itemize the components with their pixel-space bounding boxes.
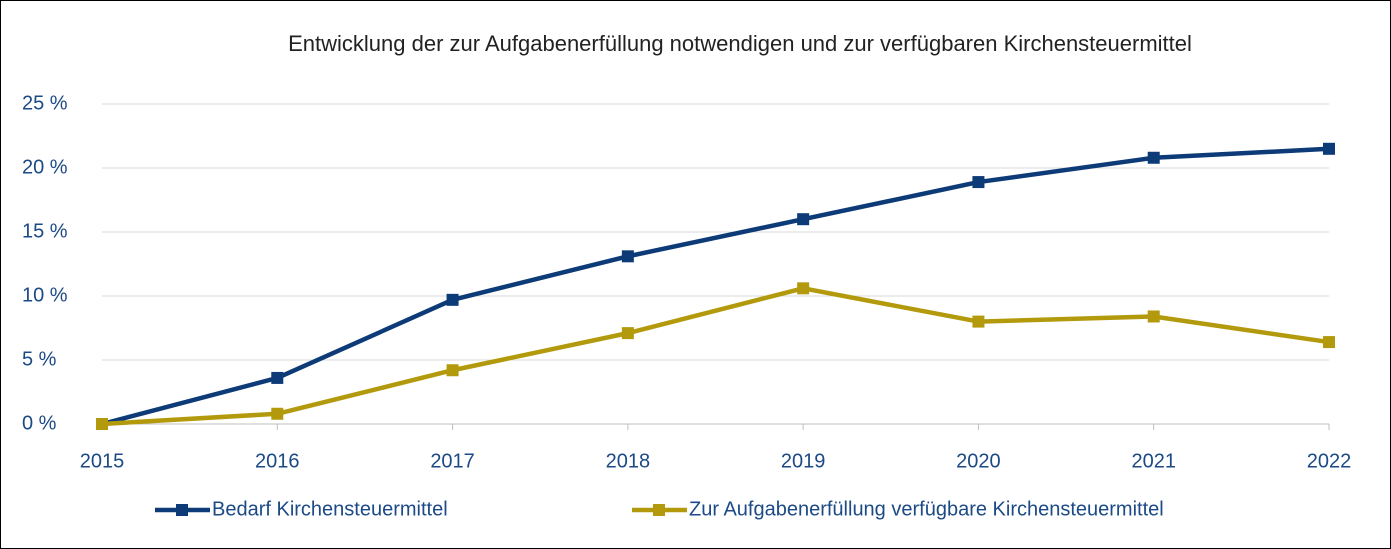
series-marker — [797, 213, 810, 226]
series-marker — [271, 371, 284, 384]
x-tick-label: 2017 — [430, 450, 475, 472]
y-tick-label: 15 % — [22, 220, 68, 242]
series-marker — [621, 250, 634, 263]
series-marker — [1323, 142, 1335, 155]
x-tick-label: 2018 — [606, 450, 651, 472]
y-tick-label: 20 % — [22, 156, 68, 178]
legend-label: Zur Aufgabenerfüllung verfügbare Kirchen… — [689, 498, 1164, 520]
legend-marker — [653, 504, 665, 516]
series-marker — [446, 293, 459, 306]
series-marker — [96, 418, 108, 430]
y-tick-label: 25 % — [22, 92, 68, 114]
legend-marker — [176, 504, 188, 516]
series-line — [101, 146, 1330, 427]
y-tick-label: 5 % — [22, 348, 57, 370]
series-line — [101, 286, 1330, 427]
series-marker — [972, 315, 985, 328]
x-tick-label: 2020 — [956, 450, 1001, 472]
series-marker — [271, 407, 284, 420]
legend-label: Bedarf Kirchensteuermittel — [212, 498, 448, 520]
y-tick-label: 10 % — [22, 284, 68, 306]
chart-title: Entwicklung der zur Aufgabenerfüllung no… — [288, 31, 1192, 56]
series-marker — [446, 364, 459, 377]
x-tick-label: 2016 — [255, 450, 300, 472]
series-marker — [1147, 151, 1160, 164]
series-marker — [621, 327, 634, 340]
x-tick-label: 2019 — [781, 450, 826, 472]
series-marker — [797, 282, 810, 295]
x-tick-label: 2015 — [80, 450, 125, 472]
y-tick-label: 0 % — [22, 412, 57, 434]
series-marker — [972, 176, 985, 189]
x-tick-label: 2022 — [1307, 450, 1352, 472]
series-marker — [1147, 310, 1160, 323]
x-tick-label: 2021 — [1131, 450, 1176, 472]
series-marker — [1323, 336, 1335, 349]
